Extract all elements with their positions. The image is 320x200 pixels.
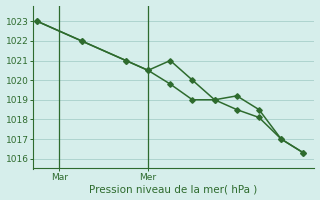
X-axis label: Pression niveau de la mer( hPa ): Pression niveau de la mer( hPa ) — [90, 184, 258, 194]
